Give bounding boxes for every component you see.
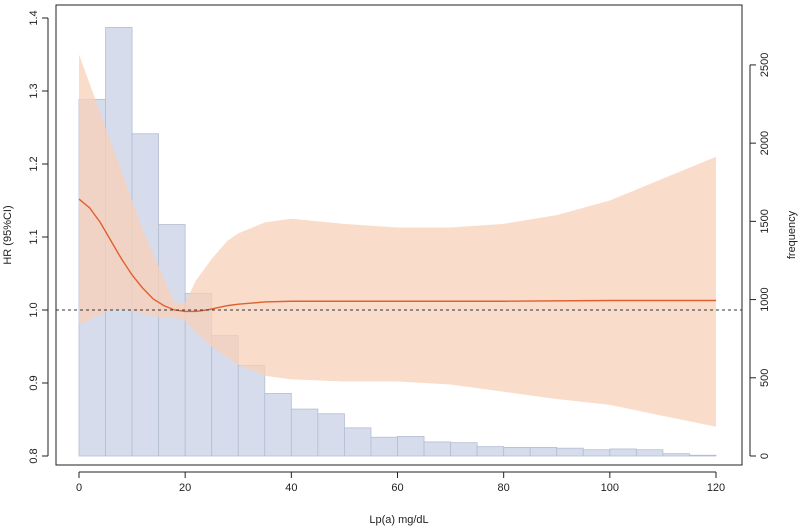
y-axis-right-label: frequency [786, 210, 798, 259]
histogram-bar [529, 446, 558, 457]
histogram-bar [264, 393, 292, 457]
ci-band [79, 54, 716, 427]
y-left-tick-label: 1.1 [28, 229, 40, 244]
y-left-tick-label: 0.9 [28, 375, 40, 390]
y-left-tick-label: 1.3 [28, 83, 40, 98]
histogram-bar [609, 448, 637, 457]
x-tick-label: 40 [285, 482, 297, 494]
x-axis-label: Lp(a) mg/dL [369, 514, 428, 526]
histogram-bar [662, 453, 690, 457]
axes: 0 20 40 60 80 100 120 0.8 0.9 1.0 1.1 1.2 1.3 1.4 0 500… [28, 10, 771, 494]
histogram-bar [317, 413, 345, 457]
hr-curve [78, 198, 716, 313]
x-tick-label: 120 [707, 482, 725, 494]
y-left-tick-label: 0.8 [28, 448, 40, 463]
histogram-bar [290, 408, 319, 457]
histogram-bar [344, 427, 372, 457]
y-right-tick-label: 0 [759, 453, 771, 459]
ci-band-layer [79, 54, 716, 427]
histogram-bar [397, 436, 425, 457]
y-left-tick-label: 1.4 [28, 10, 40, 25]
x-tick-label: 0 [76, 482, 82, 494]
histogram-bar [370, 436, 398, 457]
histogram-bar [423, 441, 451, 457]
y-right-tick-label: 500 [759, 369, 771, 387]
y-left-tick-label: 1.2 [28, 156, 40, 171]
x-tick-label: 80 [498, 482, 510, 494]
histogram-bar [158, 224, 186, 457]
y-right-tick-label: 2000 [759, 131, 771, 155]
x-tick-label: 60 [391, 482, 403, 494]
y-left-tick-label: 1.0 [28, 302, 40, 317]
y-right-tick-label: 1000 [759, 287, 771, 311]
x-tick-label: 20 [179, 482, 191, 494]
histogram-bar [556, 447, 584, 457]
histogram-bar [476, 446, 505, 457]
plot-frame [55, 4, 743, 466]
y-axis-left-label: HR (95%CI) [2, 205, 14, 264]
y-right-tick-label: 2500 [759, 53, 771, 77]
histogram-bar [450, 442, 478, 457]
histogram-bar [582, 449, 611, 457]
hr-curve-layer [78, 198, 716, 313]
x-tick-label: 100 [601, 482, 619, 494]
y-right-tick-label: 1500 [759, 209, 771, 233]
histogram-bar [635, 449, 664, 457]
histogram-bar [689, 454, 717, 457]
histogram-bar [237, 364, 266, 457]
histogram-bar [503, 446, 531, 457]
